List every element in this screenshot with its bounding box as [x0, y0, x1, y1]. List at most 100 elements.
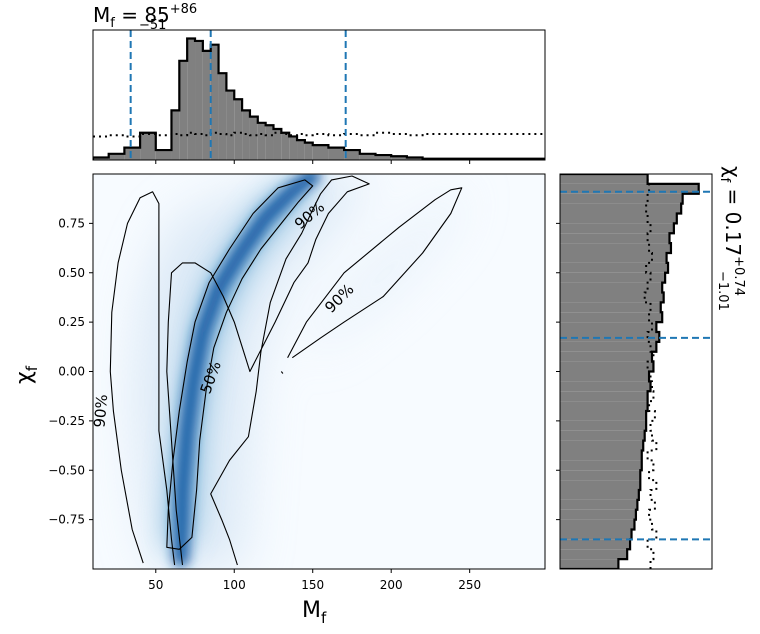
- right-hist-bar: [560, 203, 682, 214]
- top-hist-bar: [312, 145, 329, 160]
- right-hist-bar: [560, 440, 644, 451]
- right-hist-bar: [560, 460, 642, 471]
- right-hist-bar: [560, 470, 641, 481]
- joint-y-tick-label: 0.75: [58, 216, 85, 230]
- side-upper-error: +0.74: [731, 256, 746, 296]
- top-hist-bar: [210, 44, 219, 160]
- top-hist-bar: [281, 132, 290, 160]
- density-core-ridge: [172, 174, 321, 568]
- density-core: [172, 174, 321, 568]
- right-marginal-ticks: [556, 222, 560, 521]
- right-hist-bar: [560, 174, 648, 184]
- joint-y-tick-label: 0.25: [58, 315, 85, 329]
- right-hist-bar: [560, 499, 638, 510]
- right-hist-bar: [560, 401, 648, 411]
- contour-90-line: [109, 191, 176, 566]
- right-prior-outline: [643, 174, 658, 569]
- top-hist-bar: [344, 150, 360, 160]
- joint-y-tick-label: −0.50: [48, 463, 85, 477]
- top-hist-bar: [375, 155, 392, 160]
- right-marginal-title: χf = 0.17+0.74−1.01: [715, 166, 746, 311]
- right-hist-bar: [560, 411, 647, 421]
- right-hist-bar: [560, 253, 667, 263]
- right-hist-bar: [560, 480, 641, 490]
- joint-x-axis-label: Mf: [302, 598, 327, 627]
- joint-y-axis-label: χf: [12, 365, 41, 384]
- joint-x-tick-label: 250: [458, 578, 481, 592]
- top-marginal-ticks: [155, 160, 471, 164]
- top-hist-bar: [289, 136, 298, 160]
- right-hist-bar: [560, 381, 651, 392]
- right-hist-bar: [560, 391, 648, 402]
- joint-y-tick-label: 0.00: [58, 365, 85, 379]
- right-hist-bar: [560, 272, 666, 283]
- right-hist-bar: [560, 351, 652, 362]
- contour-50-line: [166, 179, 314, 550]
- joint-x-tick-label: 200: [380, 578, 403, 592]
- right-hist-bar: [560, 519, 635, 530]
- top-hist-bar: [242, 110, 250, 160]
- right-hist-bar: [560, 341, 657, 352]
- joint-y-tick-label: −0.75: [48, 513, 85, 527]
- top-marginal-title: Mf = 85+86 −51: [93, 2, 197, 33]
- density-halo-arm: [297, 183, 470, 352]
- title-lower-error: −51: [139, 18, 166, 33]
- right-hist-bar: [560, 539, 631, 550]
- top-hist-bar: [304, 142, 313, 160]
- contour-90-line: [280, 371, 284, 374]
- right-hist-bar: [560, 213, 677, 224]
- right-hist-bar: [560, 193, 683, 204]
- top-posterior-outline: [93, 37, 545, 160]
- side-var: χ: [721, 166, 745, 178]
- right-hist-bar: [560, 559, 619, 569]
- joint-x-ticks: 50 100 150 200 250: [148, 569, 481, 592]
- title-eq: = 85: [115, 3, 170, 27]
- right-hist-bar: [560, 243, 671, 253]
- joint-x-tick-label: 100: [223, 578, 246, 592]
- top-hist-bar: [171, 110, 180, 160]
- right-hist-bar: [560, 233, 670, 244]
- right-credible-lines: [560, 190, 712, 541]
- top-hist-bar: [187, 38, 196, 160]
- right-hist-bar: [560, 262, 669, 273]
- top-hist-bar: [265, 125, 274, 160]
- side-lower-error: −1.01: [715, 271, 730, 311]
- side-var-sub: f: [717, 178, 732, 183]
- right-hist-bar: [560, 450, 642, 461]
- joint-y-tick-label: −0.25: [48, 414, 85, 428]
- joint-x-tick-label: 150: [301, 578, 324, 592]
- top-prior-outline: [93, 131, 545, 138]
- top-hist-bar: [93, 157, 109, 160]
- right-hist-bar: [560, 529, 632, 540]
- top-hist-bar: [297, 140, 305, 160]
- top-hist-bar: [124, 147, 141, 160]
- right-histogram: [560, 174, 700, 569]
- title-var-sub: f: [110, 16, 115, 31]
- top-hist-bar: [273, 129, 282, 160]
- top-hist-bar: [195, 40, 203, 160]
- top-hist-bar: [108, 153, 125, 160]
- top-hist-bar: [406, 157, 423, 160]
- right-hist-bar: [560, 322, 657, 332]
- top-hist-bar: [179, 60, 188, 160]
- right-hist-bar: [560, 223, 674, 234]
- top-marginal-panel: Mf = 85+86 −51: [92, 2, 546, 164]
- joint-contours: [109, 175, 463, 566]
- side-eq: = 0.17: [721, 182, 745, 256]
- top-hist-bar: [218, 73, 227, 160]
- top-hist-bar: [249, 116, 258, 160]
- top-hist-bar: [257, 122, 266, 160]
- right-hist-bar: [560, 361, 654, 372]
- top-hist-bar: [140, 132, 156, 160]
- contour-label: 90%: [90, 394, 111, 429]
- joint-y-ticks: −0.75 −0.50 −0.25 0.00 0.25 0.50 0.75: [48, 216, 93, 527]
- top-hist-bar: [359, 153, 376, 160]
- top-hist-bar: [234, 99, 243, 160]
- right-hist-bar: [560, 302, 661, 313]
- title-upper-error: +86: [170, 2, 197, 17]
- right-hist-bar: [560, 183, 699, 194]
- top-hist-bar: [391, 156, 407, 160]
- title-var: M: [93, 3, 110, 27]
- top-hist-bar: [226, 90, 235, 160]
